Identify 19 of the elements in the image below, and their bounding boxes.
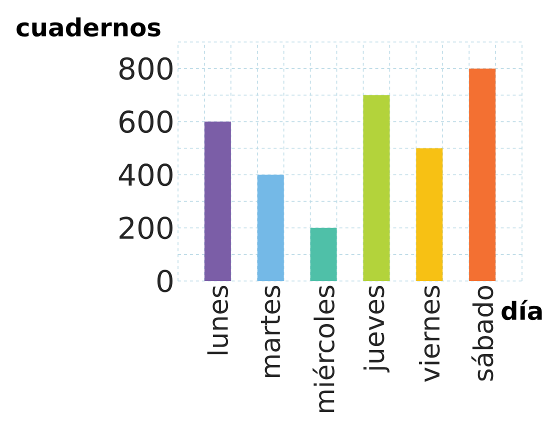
x-tick-label: martes	[260, 286, 280, 377]
x-tick-label: viernes	[418, 286, 440, 382]
bar	[204, 122, 231, 281]
y-tick-label: 600	[120, 110, 172, 133]
bar	[257, 174, 284, 281]
x-tick-label: sábado	[471, 286, 494, 381]
x-axis-title: día	[502, 300, 542, 320]
y-tick-label: 400	[118, 163, 172, 186]
bar	[416, 148, 443, 281]
y-tick-label: 800	[119, 57, 172, 80]
x-tick-label: miércoles	[312, 286, 334, 412]
y-tick-label: 200	[120, 216, 172, 240]
bar	[363, 95, 390, 281]
y-axis-title: cuadernos	[16, 17, 160, 37]
x-tick-label: lunes	[207, 286, 228, 354]
bar	[310, 228, 337, 281]
y-tick-label: 0	[157, 270, 172, 292]
x-tick-label: jueves	[363, 286, 390, 373]
bar	[469, 68, 496, 281]
